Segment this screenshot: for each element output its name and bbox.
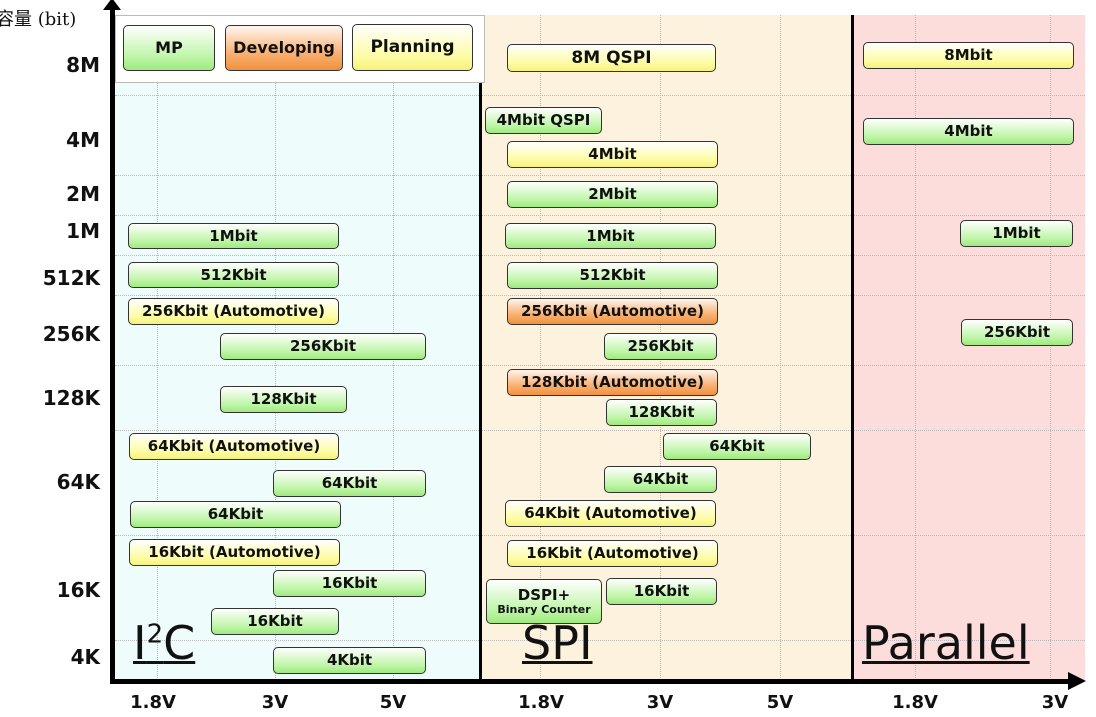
y-axis-arrow-icon — [103, 0, 121, 10]
parallel-memory-box: 256Kbit — [961, 319, 1073, 346]
grid-line — [157, 15, 158, 680]
spi-memory-box: 512Kbit — [507, 262, 718, 289]
i2c-memory-box: 16Kbit (Automotive) — [129, 539, 340, 566]
spi-memory-box: 128Kbit — [606, 399, 717, 426]
spi-memory-box: 8M QSPI — [507, 44, 716, 72]
i2c-memory-box: 256Kbit — [220, 333, 426, 360]
parallel-title: Parallel — [862, 616, 1030, 670]
i2c-memory-box: 512Kbit — [128, 262, 339, 288]
box-label: DSPI+ — [517, 586, 571, 605]
y-tick-label: 1M — [66, 219, 100, 243]
spi-memory-box: 64Kbit — [604, 466, 717, 493]
i2c-memory-box: 128Kbit — [220, 386, 347, 413]
grid-line — [115, 365, 1085, 366]
i2c-memory-box: 16Kbit — [273, 570, 426, 597]
grid-line — [1050, 15, 1051, 680]
grid-line — [115, 640, 1085, 641]
i2c-memory-box: 256Kbit (Automotive) — [128, 298, 339, 325]
x-tick-label: 1.8V — [892, 692, 938, 713]
parallel-memory-box: 8Mbit — [863, 42, 1074, 69]
box-sublabel: Binary Counter — [497, 602, 591, 616]
spi-memory-box: DSPI+ Binary Counter — [486, 579, 602, 624]
grid-line — [915, 15, 916, 680]
grid-line — [780, 15, 781, 680]
legend-mp: MP — [123, 25, 215, 71]
x-tick-label: 1.8V — [130, 692, 176, 713]
x-axis-arrow-icon — [1068, 672, 1086, 690]
y-tick-label: 4M — [66, 128, 100, 152]
spi-memory-box: 16Kbit (Automotive) — [507, 540, 718, 567]
grid-line — [115, 95, 1085, 96]
y-tick-label: 512K — [42, 266, 100, 290]
spi-memory-box: 4Mbit — [507, 141, 718, 168]
i2c-memory-box: 16Kbit — [211, 608, 339, 635]
x-tick-label: 3V — [261, 692, 289, 713]
spi-memory-box: 64Kbit (Automotive) — [505, 500, 716, 527]
section-divider — [479, 15, 482, 680]
x-axis — [110, 679, 1075, 684]
spi-title: SPI — [522, 616, 593, 670]
spi-memory-box: 128Kbit (Automotive) — [507, 369, 718, 396]
grid-line — [115, 295, 1085, 296]
spi-memory-box: 256Kbit (Automotive) — [507, 298, 718, 325]
spi-memory-box: 2Mbit — [507, 181, 718, 208]
grid-line — [115, 430, 1085, 431]
y-tick-label: 256K — [42, 322, 100, 346]
i2c-memory-box: 64Kbit (Automotive) — [129, 433, 339, 460]
grid-line — [115, 535, 1085, 536]
spi-memory-box: 4Mbit QSPI — [485, 107, 602, 134]
i2c-memory-box: 64Kbit — [130, 501, 341, 528]
grid-line — [115, 255, 1085, 256]
grid-line — [115, 175, 1085, 176]
spi-memory-box: 256Kbit — [604, 333, 717, 360]
x-tick-label: 1.8V — [518, 692, 564, 713]
parallel-memory-box: 1Mbit — [960, 220, 1073, 247]
y-tick-label: 4K — [70, 645, 100, 669]
parallel-memory-box: 4Mbit — [863, 118, 1074, 145]
y-tick-label: 8M — [66, 53, 100, 77]
legend-developing: Developing — [225, 25, 343, 71]
grid-line — [540, 15, 541, 680]
i2c-memory-box: 1Mbit — [128, 223, 339, 249]
y-tick-label: 2M — [66, 182, 100, 206]
grid-line — [115, 215, 1085, 216]
i2c-title: I2C — [133, 616, 196, 670]
x-tick-label: 3V — [646, 692, 674, 713]
section-divider — [851, 15, 854, 680]
x-tick-label: 5V — [766, 692, 794, 713]
spi-memory-box: 1Mbit — [505, 223, 716, 249]
legend-planning: Planning — [352, 24, 473, 71]
y-axis — [110, 6, 115, 684]
spi-memory-box: 16Kbit — [606, 578, 717, 605]
y-tick-label: 64K — [56, 470, 100, 494]
i2c-memory-box: 64Kbit — [273, 470, 426, 497]
x-tick-label: 5V — [379, 692, 407, 713]
y-axis-title: 容量 (bit) — [0, 9, 77, 30]
x-tick-label: 3V — [1041, 692, 1069, 713]
legend: MP Developing Planning — [115, 15, 485, 83]
y-tick-label: 16K — [56, 578, 100, 602]
i2c-memory-box: 4Kbit — [273, 647, 426, 674]
y-tick-label: 128K — [42, 386, 100, 410]
spi-memory-box: 64Kbit — [663, 433, 811, 460]
